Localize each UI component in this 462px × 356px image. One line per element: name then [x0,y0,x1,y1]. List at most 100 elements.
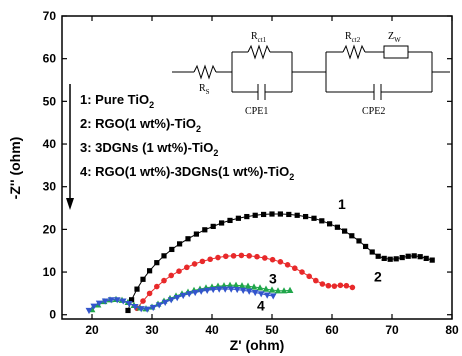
data-point [219,220,225,226]
data-point [202,227,208,233]
data-point [199,258,206,265]
data-point [343,282,350,289]
data-point [129,297,135,303]
data-point [303,213,309,220]
data-point [161,277,167,284]
data-point [263,292,271,299]
svg-text:CPE2: CPE2 [362,106,385,117]
data-point [107,297,115,304]
data-point [286,286,294,294]
data-point [294,212,300,218]
data-point [262,255,268,261]
data-point [149,304,157,312]
data-point [337,282,344,289]
data-point [131,304,139,311]
data-point [254,253,260,260]
data-point [269,211,275,217]
data-point [185,291,193,298]
curve-label-3: 3 [269,270,277,286]
data-point [239,287,247,295]
data-point [154,260,160,266]
legend-entry-4: 4: RGO(1 wt%)-3DGNs(1 wt%)-TiO2 [80,164,294,182]
axis-ticks: 20 30 40 50 60 70 80 0 10 20 30 40 50 60 70 [43,9,459,337]
data-point [393,256,399,262]
resistor-rct1 [247,44,271,60]
data-point [215,254,221,261]
data-point [369,249,375,255]
data-point [147,268,153,274]
data-point [134,286,140,292]
data-point [292,265,298,272]
data-point [226,281,234,288]
data-point [250,283,258,290]
curve-label-4: 4 [257,297,265,313]
data-point [417,254,423,260]
data-point [101,298,109,305]
data-point [252,212,258,218]
data-point [280,287,288,294]
svg-text:ZW: ZW [388,31,401,44]
svg-text:Rct1: Rct1 [251,31,267,44]
data-point [246,253,252,259]
data-point [125,307,131,314]
data-point [95,300,103,307]
data-point [154,283,160,290]
data-point [269,293,277,300]
data-point [277,259,284,265]
curve-label-2: 2 [374,268,382,284]
data-point [381,255,387,261]
y-tick-label: 0 [49,308,56,322]
data-point [221,286,229,293]
data-point [90,303,98,310]
data-point [411,253,417,259]
data-point [184,264,190,271]
data-point [244,282,252,289]
data-point [119,298,127,305]
data-point [215,286,223,293]
data-point [203,287,211,295]
data-point [191,289,199,297]
circuit-labels: RS Rct1 CPE1 Rct2 ZW CPE2 [199,31,401,117]
data-point [319,281,326,287]
data-point [244,213,250,220]
data-point [325,282,332,289]
data-point [257,291,265,298]
data-point [113,297,121,304]
data-point [227,286,235,293]
data-point [161,253,167,259]
data-point [363,243,369,250]
data-point [238,252,245,259]
y-tick-label: 20 [43,222,57,236]
y-axis-label: -Z'' (ohm) [7,137,23,200]
y-tick-label: 10 [43,265,57,279]
plot-frame [61,15,453,320]
data-point [306,273,313,280]
data-point [125,301,133,308]
data-point [284,262,291,268]
x-tick-label: 40 [205,323,219,337]
data-point [185,236,191,242]
data-point [177,241,183,247]
data-point [209,286,217,294]
x-axis-label: Z' (ohm) [230,337,285,353]
y-tick-label: 30 [43,180,57,194]
data-point [193,231,199,237]
series-layer [85,211,435,315]
data-point [210,223,216,229]
x-tick-label: 70 [385,323,399,337]
legend: 1: Pure TiO2 2: RGO(1 wt%)-TiO2 3: 3DGNs (… [80,92,294,182]
data-point [233,286,241,294]
data-point [230,253,237,259]
data-point [197,288,205,295]
data-point [429,257,435,263]
data-point [140,298,146,304]
x-tick-label: 80 [445,323,459,337]
data-point [137,306,145,313]
data-point [286,211,292,218]
y-tick-label: 60 [43,52,57,66]
data-point [207,256,213,263]
y-tick-label: 40 [43,137,57,151]
data-point [423,255,429,261]
data-point [227,217,233,224]
data-point [299,269,305,275]
